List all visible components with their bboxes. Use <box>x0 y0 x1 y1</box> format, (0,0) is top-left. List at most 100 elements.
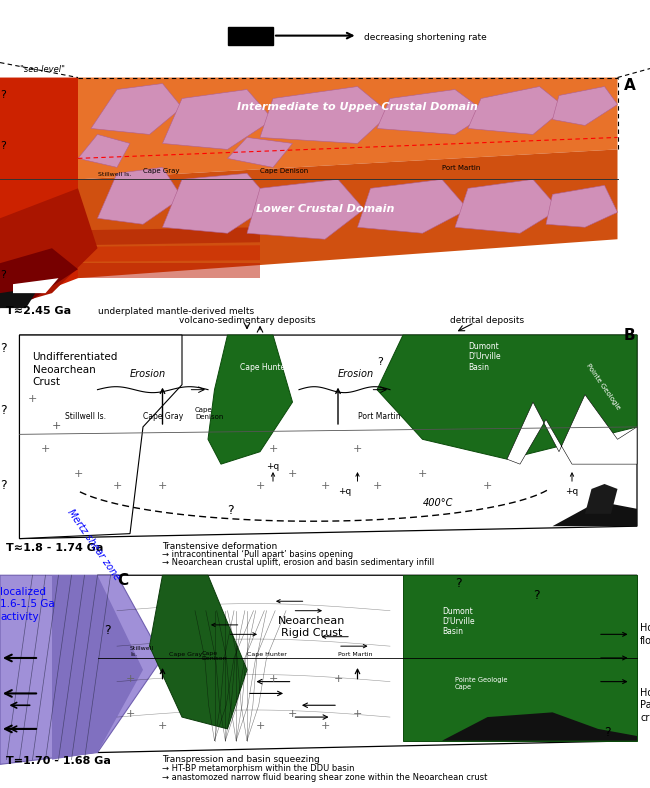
Polygon shape <box>78 77 618 180</box>
Text: +: + <box>28 394 37 404</box>
Polygon shape <box>358 180 468 233</box>
Text: Cape Denison: Cape Denison <box>260 169 308 174</box>
Text: → HT-BP metamorphism within the DDU basin: → HT-BP metamorphism within the DDU basi… <box>162 764 355 774</box>
Text: localized
1.6-1.5 Ga
activity: localized 1.6-1.5 Ga activity <box>0 587 55 622</box>
Text: +: + <box>112 481 122 491</box>
Polygon shape <box>78 245 260 262</box>
Text: +: + <box>268 444 278 454</box>
Polygon shape <box>208 335 292 464</box>
Text: underplated mantle-derived melts: underplated mantle-derived melts <box>98 307 254 316</box>
Text: +: + <box>353 444 362 454</box>
Text: detrital deposits: detrital deposits <box>450 316 525 325</box>
Text: +: + <box>333 674 343 684</box>
Text: +: + <box>255 721 265 731</box>
Polygon shape <box>98 167 182 225</box>
Text: Erosion: Erosion <box>130 370 166 379</box>
Text: ?: ? <box>604 726 611 739</box>
Polygon shape <box>0 248 78 308</box>
Polygon shape <box>260 87 390 143</box>
Text: Cape Gray: Cape Gray <box>143 169 179 174</box>
Text: Cape Hunter: Cape Hunter <box>240 362 289 372</box>
Text: +: + <box>268 674 278 684</box>
Polygon shape <box>78 135 130 167</box>
Polygon shape <box>468 87 566 135</box>
Text: → anastomozed narrow fluid bearing shear zone within the Neoarchean crust: → anastomozed narrow fluid bearing shear… <box>162 773 488 782</box>
Polygon shape <box>20 335 637 539</box>
Polygon shape <box>585 484 618 514</box>
Text: +: + <box>52 422 61 431</box>
Text: Transpression and basin squeezing: Transpression and basin squeezing <box>162 755 320 764</box>
Polygon shape <box>552 501 637 526</box>
Polygon shape <box>0 188 98 308</box>
Polygon shape <box>78 263 260 278</box>
Text: Cape Gray: Cape Gray <box>143 412 183 422</box>
Polygon shape <box>507 395 637 464</box>
Text: Neoarchean
Rigid Crust: Neoarchean Rigid Crust <box>278 616 346 638</box>
Text: ?: ? <box>0 343 6 355</box>
Text: "sea level": "sea level" <box>20 65 64 73</box>
Text: +: + <box>320 721 330 731</box>
Text: +q: +q <box>266 462 280 471</box>
Polygon shape <box>377 90 488 135</box>
Text: B: B <box>624 328 636 343</box>
Polygon shape <box>247 180 364 240</box>
Text: ?: ? <box>0 141 6 151</box>
Text: Dumont
D'Urville
Basin: Dumont D'Urville Basin <box>468 342 500 372</box>
Text: Cape
Denison: Cape Denison <box>202 651 227 661</box>
Text: Port Martin: Port Martin <box>338 652 372 656</box>
Polygon shape <box>0 287 39 308</box>
Polygon shape <box>403 575 637 741</box>
Polygon shape <box>98 575 637 753</box>
Text: Horizontal
flow: Horizontal flow <box>640 623 650 645</box>
Text: +: + <box>288 709 297 719</box>
Text: Port Martin: Port Martin <box>358 412 400 422</box>
Text: Dumont
D'Urville
Basin: Dumont D'Urville Basin <box>442 607 474 637</box>
Text: Mertz shear zone: Mertz shear zone <box>65 507 122 582</box>
Text: +: + <box>125 674 135 684</box>
Polygon shape <box>227 27 273 45</box>
Text: +: + <box>73 469 83 478</box>
Text: 400°C: 400°C <box>422 498 453 508</box>
Polygon shape <box>552 87 618 125</box>
Text: +: + <box>353 709 362 719</box>
Polygon shape <box>377 335 637 459</box>
Polygon shape <box>227 137 292 167</box>
Text: +q: +q <box>566 487 578 496</box>
Polygon shape <box>0 77 78 308</box>
Text: +: + <box>288 469 297 478</box>
Text: +: + <box>418 469 427 478</box>
Text: +: + <box>158 721 167 731</box>
Text: Intermediate to Upper Crustal Domain: Intermediate to Upper Crustal Domain <box>237 102 478 113</box>
Text: Lower Crustal Domain: Lower Crustal Domain <box>256 204 394 214</box>
Text: Transtensive deformation: Transtensive deformation <box>162 541 278 551</box>
Text: Pointe Geologie: Pointe Geologie <box>585 362 621 411</box>
Text: Port Martin: Port Martin <box>442 165 480 171</box>
Text: ?: ? <box>533 589 540 602</box>
Text: → intracontinental ‘Pull apart’ basins opening: → intracontinental ‘Pull apart’ basins o… <box>162 550 354 559</box>
Text: ?: ? <box>455 577 461 590</box>
Text: decreasing shortening rate: decreasing shortening rate <box>364 33 487 42</box>
Text: ?: ? <box>227 504 234 517</box>
Polygon shape <box>91 84 182 135</box>
Polygon shape <box>20 335 182 539</box>
Text: A: A <box>624 77 636 92</box>
Polygon shape <box>150 575 247 729</box>
Polygon shape <box>78 150 618 278</box>
Text: +: + <box>158 481 167 491</box>
Polygon shape <box>162 90 273 150</box>
Text: ?: ? <box>104 624 110 637</box>
Text: ?: ? <box>0 270 6 281</box>
Text: volcano-sedimentary deposits: volcano-sedimentary deposits <box>179 316 315 325</box>
Text: Cape Hunter: Cape Hunter <box>247 652 287 656</box>
Text: Stillwell Is.: Stillwell Is. <box>98 173 131 177</box>
Text: T=1.70 - 1.68 Ga: T=1.70 - 1.68 Ga <box>6 756 111 767</box>
Text: Stillwell
Is.: Stillwell Is. <box>130 646 154 656</box>
Polygon shape <box>162 173 273 233</box>
Text: C: C <box>117 573 128 588</box>
Polygon shape <box>78 227 260 245</box>
Text: +: + <box>320 481 330 491</box>
Polygon shape <box>546 185 618 227</box>
Text: ?: ? <box>0 91 6 101</box>
Polygon shape <box>52 575 143 760</box>
Text: Undifferentiated
Neoarchean
Crust: Undifferentiated Neoarchean Crust <box>32 352 118 387</box>
